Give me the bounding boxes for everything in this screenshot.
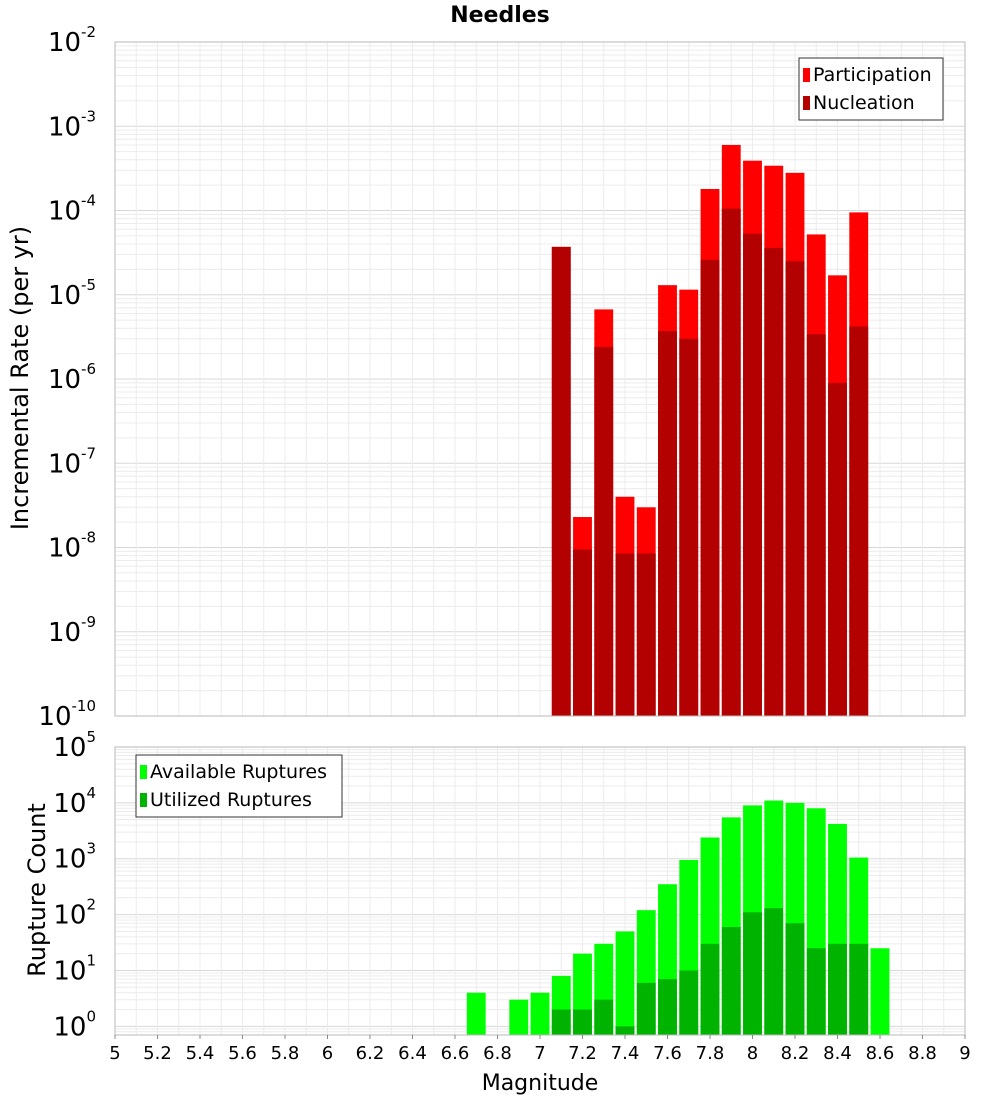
bar-inner-10 — [764, 908, 784, 1035]
bar-inner-14 — [849, 943, 869, 1035]
x-tick-label: 8.4 — [823, 1043, 852, 1064]
x-tick-label: 7.8 — [696, 1043, 725, 1064]
bar-inner-12 — [806, 948, 826, 1035]
x-tick-label: 5.4 — [186, 1043, 215, 1064]
y-tick-label: 10-10 — [38, 697, 96, 732]
legend-swatch — [140, 765, 147, 779]
x-tick-label: 8.8 — [908, 1043, 937, 1064]
bar-inner-1 — [573, 549, 592, 716]
bar-inner-6 — [679, 338, 699, 716]
y-tick-label: 10-2 — [48, 23, 96, 58]
plot-panel-2: 100 101 102 103 104 105 5 5.2 5.4 5.6 5.8 6 6.2 6.4 6.… — [53, 728, 970, 1064]
y-tick-label: 104 — [53, 784, 96, 819]
x-tick-label: 5 — [109, 1043, 120, 1064]
x-tick-label: 6.6 — [441, 1043, 470, 1064]
bar-outer-2 — [530, 992, 550, 1035]
x-tick-label: 8.6 — [866, 1043, 895, 1064]
bar-inner-1 — [573, 1009, 592, 1035]
y-tick-label: 10-7 — [48, 444, 96, 479]
legend-swatch — [803, 68, 810, 82]
legend: Available Ruptures Utilized Ruptures — [135, 754, 343, 818]
bar-inner-2 — [594, 999, 614, 1035]
x-tick-label: 6.2 — [356, 1043, 385, 1064]
bar-inner-2 — [594, 346, 614, 716]
y-tick-label: 10-3 — [48, 107, 96, 142]
legend-label: Utilized Ruptures — [150, 789, 312, 811]
legend-label: Participation — [813, 64, 932, 86]
x-tick-label: 5.8 — [271, 1043, 300, 1064]
bar-inner-5 — [658, 331, 677, 716]
y-tick-label: 10-9 — [48, 613, 96, 648]
y-tick-label: 10-8 — [48, 529, 96, 564]
bar-inner-11 — [785, 261, 805, 716]
y-tick-label: 100 — [53, 1007, 96, 1042]
y-tick-label: 10-4 — [48, 192, 96, 227]
x-tick-label: 6.4 — [398, 1043, 427, 1064]
bar-inner-13 — [828, 382, 847, 716]
bar-inner-3 — [615, 1026, 635, 1035]
bar-inner-0 — [551, 1009, 571, 1035]
bar-outer-1 — [509, 999, 529, 1035]
bar-inner-8 — [721, 927, 741, 1035]
y-tick-label: 102 — [53, 896, 96, 931]
y-tick-label: 10-5 — [48, 276, 96, 311]
bar-inner-0 — [551, 246, 571, 716]
bar-inner-8 — [721, 208, 741, 717]
bar-inner-3 — [615, 553, 635, 716]
x-tick-label: 5.6 — [228, 1043, 257, 1064]
bottom-y-axis-label: Rupture Count — [23, 803, 51, 977]
top-y-axis-label: Incremental Rate (per yr) — [6, 226, 34, 530]
x-tick-label: 7.6 — [653, 1043, 682, 1064]
bar-inner-12 — [806, 334, 826, 716]
bar-inner-13 — [828, 943, 847, 1035]
bar-inner-11 — [785, 923, 805, 1035]
legend-label: Nucleation — [813, 92, 915, 114]
bar-outer-18 — [870, 948, 890, 1035]
bar-inner-4 — [636, 553, 656, 716]
bar-inner-9 — [743, 912, 762, 1035]
plot-panel-1: 10-10 10-9 10-8 10-7 10-6 10-5 10-4 10-3 10-2 Par… — [38, 23, 966, 732]
bar-outer-6 — [615, 931, 635, 1035]
bar-inner-10 — [764, 247, 784, 716]
x-tick-label: 7.2 — [568, 1043, 597, 1064]
bar-inner-9 — [743, 233, 762, 717]
x-tick-label: 8.2 — [781, 1043, 810, 1064]
bar-inner-4 — [636, 982, 656, 1035]
bar-inner-7 — [700, 943, 720, 1035]
x-tick-label: 8 — [747, 1043, 758, 1064]
x-tick-label: 5.2 — [143, 1043, 172, 1064]
bar-inner-7 — [700, 259, 720, 716]
legend-box — [798, 57, 944, 121]
x-tick-label: 6.8 — [483, 1043, 512, 1064]
y-tick-label: 103 — [53, 840, 96, 875]
bar-inner-6 — [679, 970, 699, 1035]
x-axis-label: Magnitude — [482, 1071, 599, 1096]
x-tick-label: 7.4 — [611, 1043, 640, 1064]
x-tick-label: 9 — [959, 1043, 970, 1064]
legend: Participation Nucleation — [798, 57, 944, 121]
x-tick-label: 7 — [534, 1043, 545, 1064]
bar-inner-14 — [849, 326, 869, 716]
x-tick-label: 6 — [322, 1043, 333, 1064]
y-tick-label: 105 — [53, 728, 96, 763]
legend-swatch — [803, 96, 810, 110]
bar-outer-0 — [466, 992, 486, 1035]
plot-frame — [114, 41, 966, 717]
legend-swatch — [140, 793, 147, 807]
chart-title: Needles — [450, 3, 550, 28]
legend-box — [135, 754, 343, 818]
y-tick-label: 10-6 — [48, 360, 96, 395]
y-tick-label: 101 — [53, 951, 96, 986]
bar-inner-5 — [658, 979, 677, 1035]
legend-label: Available Ruptures — [150, 761, 327, 783]
